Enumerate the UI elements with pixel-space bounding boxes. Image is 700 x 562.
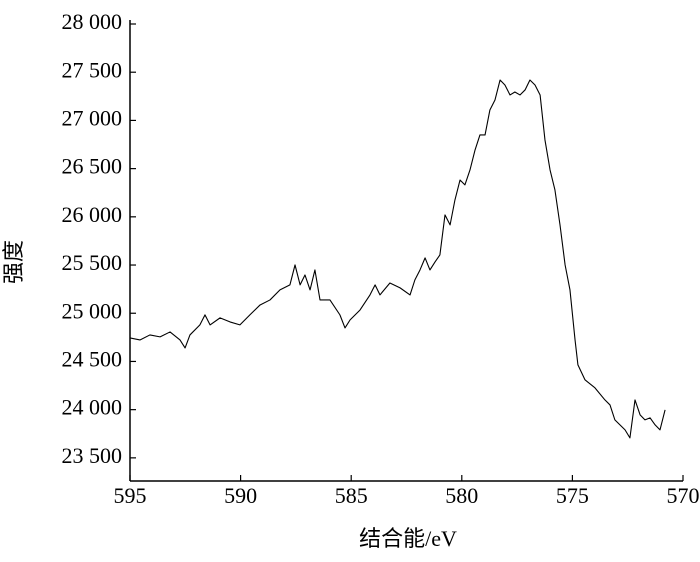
spectrum-line (129, 79, 666, 439)
y-tick-label: 25 000 (62, 298, 123, 323)
x-tick-label: 570 (667, 483, 700, 508)
x-tick-label: 590 (224, 483, 257, 508)
x-tick-label: 580 (445, 483, 478, 508)
y-axis-title: 强度 (1, 240, 26, 284)
y-tick-label: 24 000 (62, 395, 123, 420)
y-tick-label: 26 000 (62, 202, 123, 227)
y-tick-label: 23 500 (62, 443, 123, 468)
y-tick-label: 24 500 (62, 346, 123, 371)
y-tick-label: 27 000 (62, 105, 123, 130)
y-tick-label: 28 000 (62, 9, 123, 34)
x-tick-label: 595 (114, 483, 147, 508)
x-tick-label: 585 (335, 483, 368, 508)
y-tick-label: 26 500 (62, 154, 123, 179)
x-axis-title: 结合能/eV (359, 526, 457, 551)
y-tick-label: 27 500 (62, 57, 123, 82)
y-tick-label: 25 500 (62, 250, 123, 275)
x-tick-label: 575 (556, 483, 589, 508)
